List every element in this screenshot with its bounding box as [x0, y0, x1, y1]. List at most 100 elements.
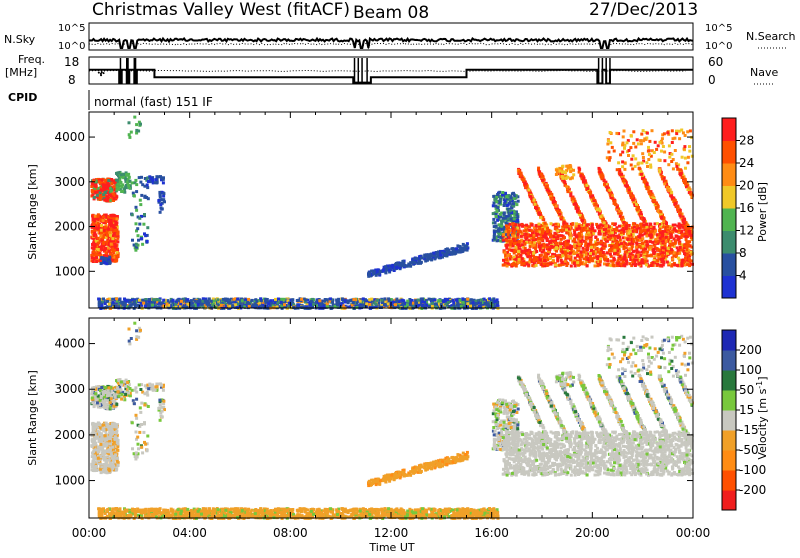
power-cell: [274, 297, 277, 301]
power-cell: [267, 300, 271, 304]
power-cell: [533, 202, 537, 206]
power-cell: [386, 302, 390, 306]
power-cell: [498, 212, 502, 216]
power-cell: [223, 302, 227, 305]
power-cell: [320, 299, 324, 303]
power-cell: [129, 303, 133, 307]
power-cell: [522, 240, 526, 244]
power-cell: [677, 229, 681, 233]
power-cell: [238, 302, 242, 306]
power-cell: [509, 217, 513, 221]
power-cell: [132, 243, 136, 247]
power-cell: [428, 303, 431, 307]
power-cell: [661, 246, 665, 250]
power-cell: [395, 298, 399, 302]
power-cell: [607, 249, 611, 253]
power-cell: [676, 256, 680, 260]
power-cell: [492, 237, 496, 241]
power-cell: [416, 301, 420, 305]
power-cell: [469, 298, 473, 302]
power-cell: [136, 227, 140, 231]
power-cell: [372, 305, 376, 309]
power-cell: [687, 252, 691, 256]
power-cell: [112, 179, 116, 183]
power-cell: [386, 264, 390, 268]
power-cell: [300, 305, 303, 309]
power-cell: [625, 259, 628, 263]
power-cell: [458, 245, 462, 248]
power-cell: [139, 300, 143, 304]
power-cell: [176, 298, 180, 302]
power-cell: [183, 301, 187, 305]
power-cell: [261, 303, 265, 307]
power-cell: [559, 245, 563, 249]
power-cell: [92, 250, 96, 254]
power-cell: [688, 264, 692, 268]
power-cell: [609, 259, 613, 263]
power-cell: [671, 223, 675, 227]
power-cell: [380, 302, 384, 306]
power-cell: [388, 268, 392, 272]
power-cell: [579, 255, 583, 259]
power-cell: [497, 227, 501, 231]
power-cell: [510, 257, 514, 261]
power-cell: [471, 304, 475, 307]
power-cell: [140, 237, 144, 241]
power-cell: [167, 303, 171, 307]
power-cell: [672, 254, 676, 258]
power-cell: [682, 249, 686, 253]
power-cell: [137, 298, 141, 302]
power-cell: [325, 302, 329, 306]
power-cell: [573, 244, 576, 248]
power-cell: [589, 239, 593, 243]
power-cell: [323, 298, 327, 301]
power-cell: [141, 298, 145, 302]
power-cell: [426, 253, 430, 257]
power-cell: [108, 193, 112, 197]
power-cell: [510, 192, 514, 196]
power-cell: [539, 216, 543, 220]
power-cell: [99, 218, 103, 222]
power-cell: [249, 302, 253, 305]
power-cell: [128, 135, 132, 139]
power-cell: [585, 248, 589, 252]
power-cell: [537, 237, 541, 241]
power-cell: [350, 303, 354, 307]
power-cell: [579, 230, 583, 234]
power-cell: [394, 300, 398, 304]
power-cell: [479, 305, 483, 309]
power-cell: [516, 215, 520, 219]
nsky-trace: [88, 36, 694, 49]
power-cell: [505, 197, 509, 201]
power-cell: [236, 302, 240, 306]
power-cell: [565, 243, 569, 247]
power-cell: [96, 223, 100, 227]
power-cell: [497, 201, 501, 205]
power-cell: [559, 228, 563, 232]
power-cell: [127, 133, 131, 137]
power-cell: [305, 303, 309, 307]
power-cell: [91, 193, 95, 197]
power-cell: [556, 259, 560, 263]
power-cell: [196, 297, 200, 301]
power-cell: [107, 241, 111, 245]
power-cell: [205, 302, 209, 306]
power-cell: [108, 186, 112, 190]
power-cell: [100, 239, 104, 243]
power-cell: [247, 304, 251, 308]
power-cell: [111, 234, 115, 238]
power-cell: [90, 236, 94, 240]
power-cell: [159, 302, 163, 306]
power-cell: [569, 264, 573, 268]
power-cell: [154, 298, 158, 302]
power-cell: [90, 185, 94, 188]
freq-tick-bottom: 8: [68, 73, 76, 87]
power-cell: [97, 259, 101, 263]
power-cell: [522, 263, 526, 267]
power-cell: [493, 221, 497, 225]
power-cell: [441, 255, 445, 259]
power-cell: [116, 240, 120, 244]
power-cell: [283, 305, 287, 308]
power-cell: [678, 242, 682, 246]
power-cell: [243, 298, 247, 302]
